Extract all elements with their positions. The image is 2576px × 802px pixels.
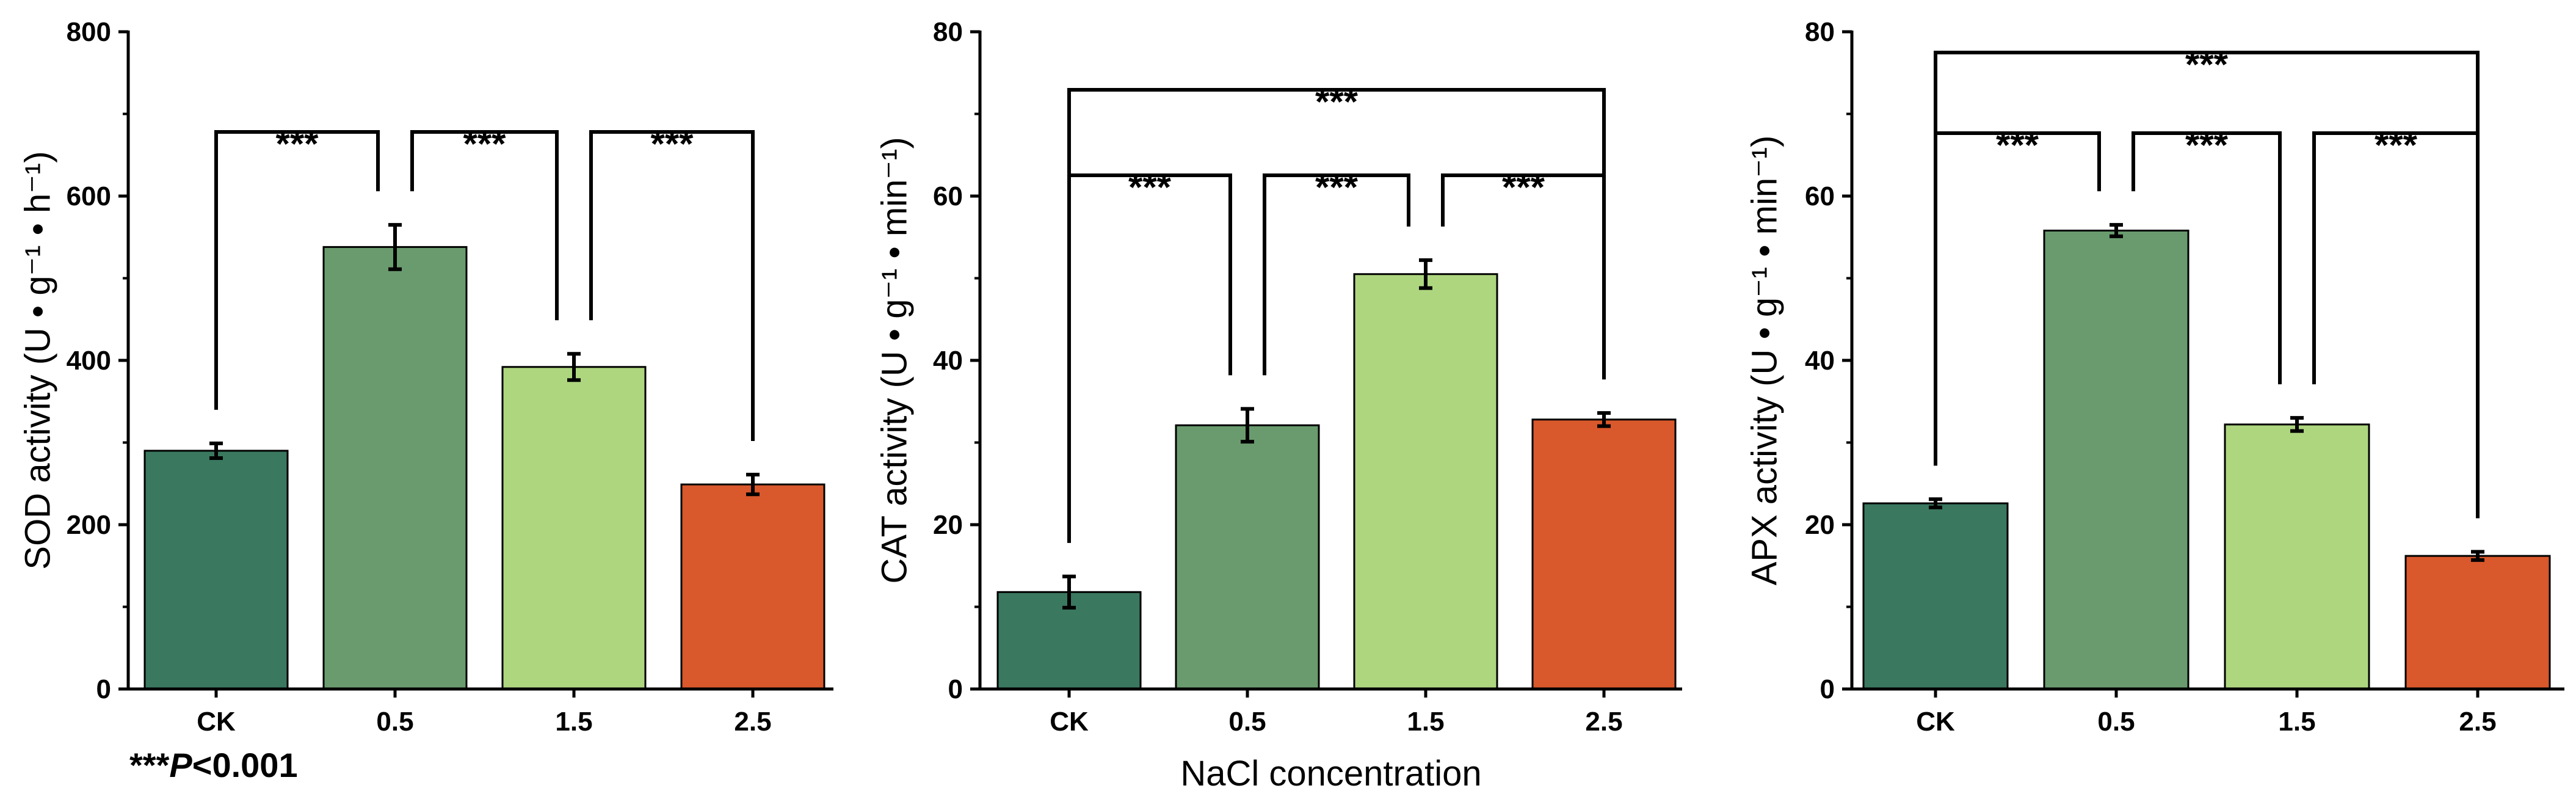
significance-bracket-line [214,130,380,410]
error-bar-0.5 [388,223,402,271]
x-tick-label: 2.5 [734,707,771,737]
error-bar-1.5 [567,352,581,382]
significance-bracket-line [1067,88,1606,543]
error-bar-0.5 [1241,407,1254,444]
error-bar-2.5 [2471,550,2484,562]
y-axis-label: APX activity (U • g⁻¹ • min⁻¹) [1745,136,1785,586]
y-tick-label: 40 [1805,346,1835,376]
panel-3: 0 20 40 60 80 CK 0.5 1.5 2.5 APX activity (U • g⁻… [1745,17,2564,737]
significance-label: *** [1315,81,1359,122]
y-tick-label: 80 [1805,17,1835,47]
error-bar-CK [209,441,223,461]
significance-label: *** [1128,167,1172,208]
error-bar-2.5 [746,472,760,497]
y-tick-label: 40 [933,346,963,376]
x-tick-label: CK [1050,707,1089,737]
x-tick-label: 2.5 [2459,707,2496,737]
bar-0.5 [2043,229,2190,690]
footnote: ***P<0.001 [129,746,298,784]
bar-CK [143,450,289,690]
x-tick-label: 0.5 [1228,707,1266,737]
significance-label: *** [275,123,319,164]
error-bar-2.5 [1597,411,1611,428]
significance-bracket-line [1263,173,1410,376]
x-tick-label: 0.5 [376,707,413,737]
x-tick-label: 1.5 [555,707,592,737]
y-tick-label: 20 [1805,510,1835,540]
y-tick-label: 20 [933,510,963,540]
error-bar-1.5 [1419,258,1432,290]
significance-bracket [1067,88,1606,543]
y-tick-label: 60 [933,181,963,211]
y-tick-label: 0 [96,674,111,704]
significance-bracket-line [1934,51,2480,519]
significance-label: *** [1315,167,1359,208]
y-tick-label: 600 [67,181,111,211]
panel-2: 0 20 40 60 80 CK 0.5 1.5 2.5 CAT activity (U • g⁻… [875,17,1682,793]
x-tick-label: CK [197,707,236,737]
significance-label: *** [2185,44,2229,85]
significance-bracket-line [410,130,559,321]
significance-bracket [2132,131,2282,385]
significance-label: *** [1996,125,2039,166]
significance-bracket [1934,51,2480,519]
y-tick-label: 0 [948,674,963,704]
bar-0.5 [322,246,468,690]
significance-bracket [589,130,755,441]
x-axis-label: NaCl concentration [1180,754,1481,793]
significance-bracket-line [589,130,755,441]
significance-label: *** [2185,125,2229,166]
y-tick-label: 60 [1805,181,1835,211]
bar-1.5 [1353,273,1498,690]
x-tick-label: 1.5 [2278,707,2315,737]
error-bar-0.5 [2110,223,2123,238]
x-tick-label: 2.5 [1585,707,1622,737]
significance-label: *** [650,123,694,164]
x-tick-label: 1.5 [1407,707,1444,737]
significance-label: *** [2375,125,2418,166]
error-bar-CK [1929,497,1942,509]
y-axis-label: CAT activity (U • g⁻¹ • min⁻¹) [875,137,915,583]
error-bar-CK [1062,574,1076,610]
x-tick-label: CK [1916,707,1955,737]
significance-bracket [410,130,559,321]
y-tick-label: 200 [67,510,111,540]
bar-1.5 [501,366,647,690]
y-axis-label: SOD activity (U • g⁻¹ • h⁻¹) [18,151,58,569]
significance-label: *** [1502,167,1545,208]
error-bar-1.5 [2290,416,2304,433]
significance-bracket [214,130,380,410]
bar-0.5 [1175,424,1320,690]
bar-CK [1862,502,2009,690]
significance-bracket-line [2132,131,2282,385]
bar-2.5 [2404,555,2551,690]
bar-2.5 [680,483,825,690]
bar-2.5 [1531,418,1677,690]
significance-bracket [1263,173,1410,376]
bar-1.5 [2224,423,2370,690]
y-tick-label: 400 [67,346,111,376]
y-tick-label: 800 [67,17,111,47]
x-tick-label: 0.5 [2097,707,2135,737]
y-tick-label: 0 [1820,674,1835,704]
y-tick-label: 80 [933,17,963,47]
panel-1: 0 200 400 600 800 CK 0.5 1.5 2.5 SOD activity (U … [18,17,833,784]
significance-label: *** [463,123,506,164]
